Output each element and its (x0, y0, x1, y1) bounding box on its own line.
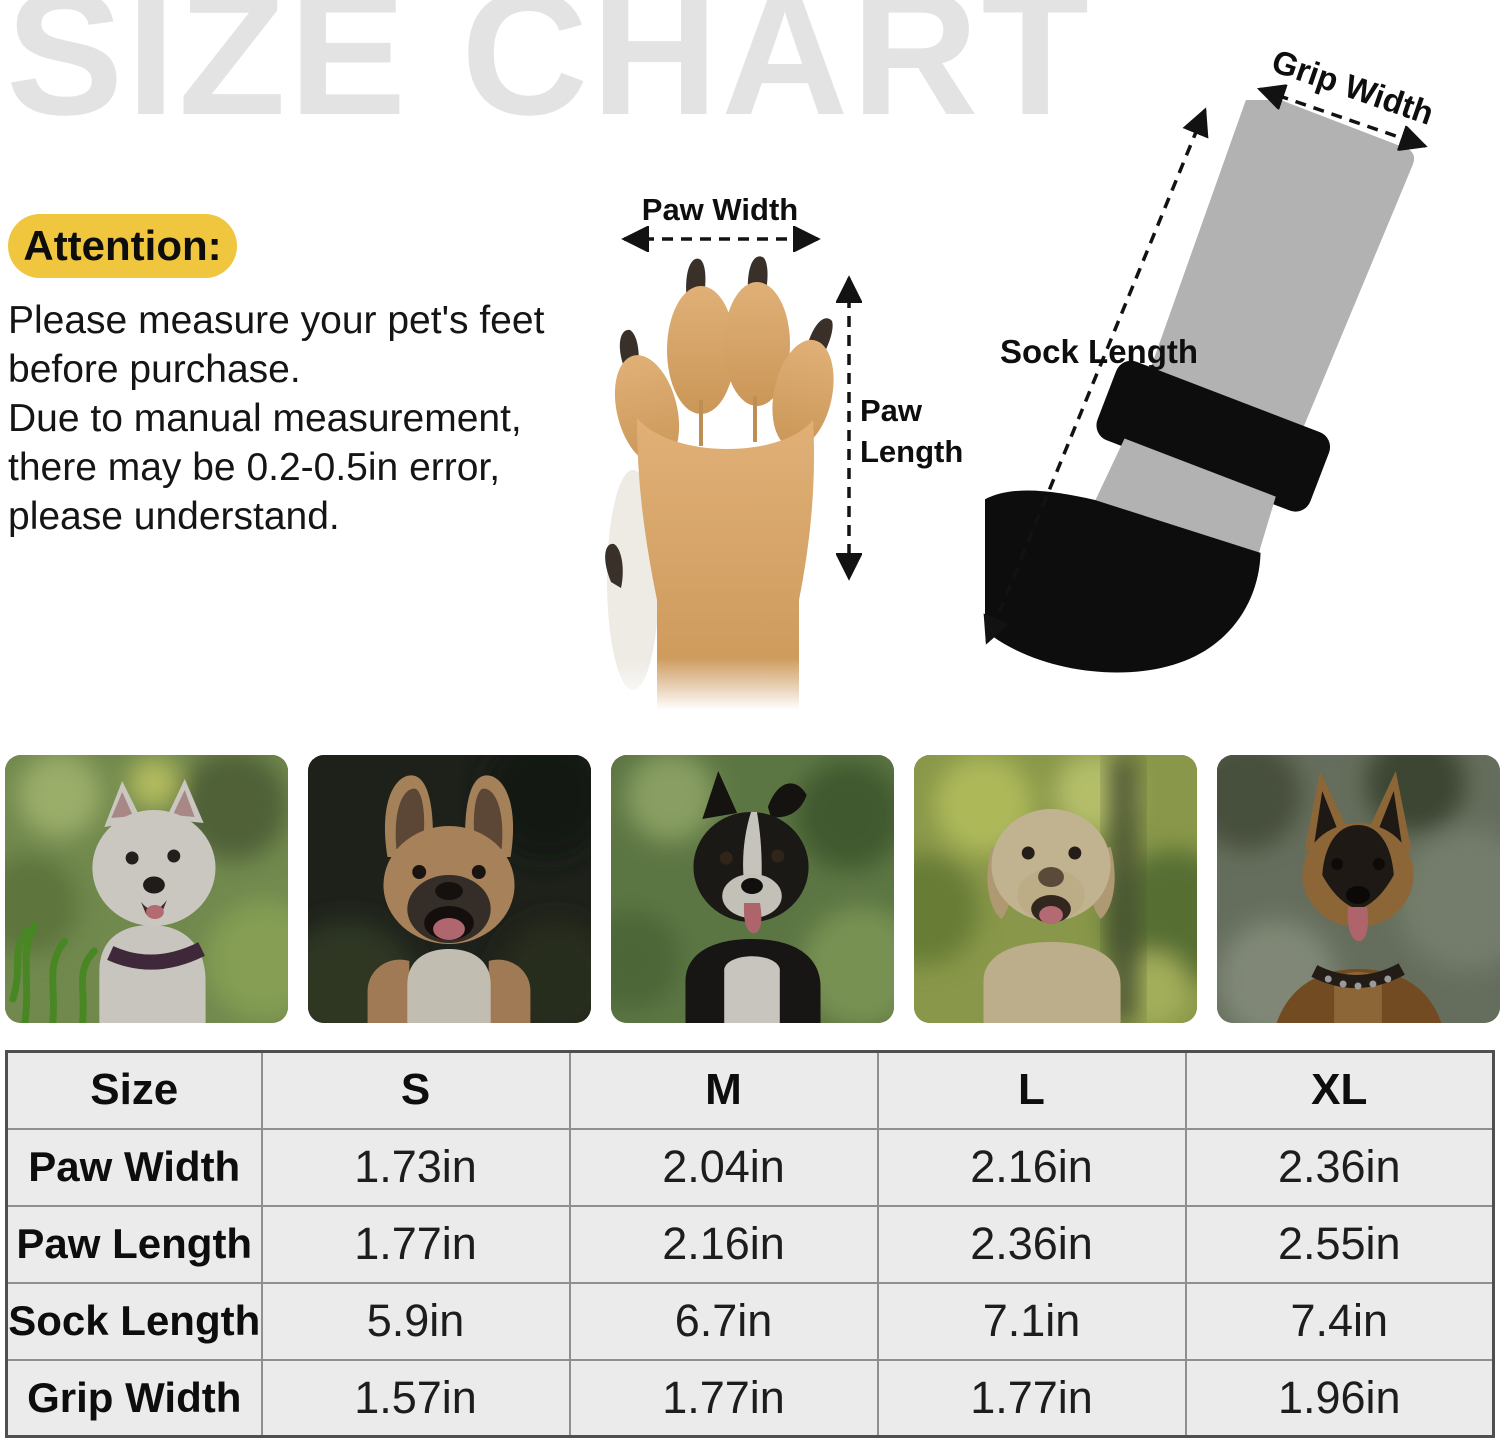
table-cell: 1.57in (260, 1358, 571, 1438)
table-cell: 2.36in (1184, 1127, 1495, 1207)
size-table-header-cell: Size (5, 1050, 263, 1130)
table-row: Sock Length 5.9in 6.7in 7.1in 7.4in (5, 1281, 1495, 1361)
paw-length-label: Paw Length (860, 393, 964, 469)
table-cell: 1.77in (876, 1358, 1187, 1438)
table-cell: 5.9in (260, 1281, 571, 1361)
paw-width-label: Paw Width (641, 192, 799, 227)
table-row: Paw Length 1.77in 2.16in 2.36in 2.55in (5, 1204, 1495, 1284)
paw-leg (637, 418, 815, 710)
size-table-header-cell: XL (1184, 1050, 1495, 1130)
grip-width-callout: Grip Width (1240, 36, 1456, 168)
table-cell: 1.73in (260, 1127, 571, 1207)
table-cell: 2.16in (568, 1204, 879, 1284)
dog-photo-french-bulldog (308, 755, 591, 1023)
table-cell: 1.77in (260, 1204, 571, 1284)
border-collie-illustration (611, 755, 894, 1023)
french-bulldog-illustration (308, 755, 591, 1023)
table-cell: 2.55in (1184, 1204, 1495, 1284)
size-table-header-cell: S (260, 1050, 571, 1130)
attention-text: Please measure your pet's feet before pu… (8, 299, 545, 538)
row-label: Paw Width (5, 1127, 263, 1207)
table-row: Paw Width 1.73in 2.04in 2.16in 2.36in (5, 1127, 1495, 1207)
paw-fade (603, 658, 843, 710)
page-title: SIZE CHART (6, 0, 1092, 152)
size-table-header-cell: M (568, 1050, 879, 1130)
attention-badge: Attention: (8, 214, 237, 278)
row-label: Paw Length (5, 1204, 263, 1284)
table-cell: 2.04in (568, 1127, 879, 1207)
dog-photo-west-highland-terrier (5, 755, 288, 1023)
table-cell: 2.36in (876, 1204, 1187, 1284)
row-label: Sock Length (5, 1281, 263, 1361)
table-row: Grip Width 1.57in 1.77in 1.77in 1.96in (5, 1358, 1495, 1438)
dog-paw-photo (603, 250, 843, 710)
table-cell: 1.77in (568, 1358, 879, 1438)
westie-illustration (5, 755, 288, 1023)
paw-width-arrow-icon (621, 226, 821, 252)
table-cell: 7.1in (876, 1281, 1187, 1361)
toe-separation-lines (699, 396, 757, 446)
size-table-header-cell: L (876, 1050, 1187, 1130)
dog-photo-german-shepherd (1217, 755, 1500, 1023)
table-cell: 6.7in (568, 1281, 879, 1361)
paw-toes (614, 282, 834, 465)
size-table: Size S M L XL Paw Width 1.73in 2.04in 2.… (5, 1050, 1495, 1438)
dog-photo-labrador-retriever (914, 755, 1197, 1023)
grip-width-arrow-icon (1256, 84, 1428, 152)
paw-length-arrow-icon (836, 275, 862, 581)
size-table-header-row: Size S M L XL (5, 1050, 1495, 1130)
german-shepherd-illustration (1217, 755, 1500, 1023)
dog-photo-border-collie (611, 755, 894, 1023)
dog-paw-illustration (603, 256, 843, 710)
table-cell: 1.96in (1184, 1358, 1495, 1438)
labrador-illustration (914, 755, 1197, 1023)
row-label: Grip Width (5, 1358, 263, 1438)
table-cell: 7.4in (1184, 1281, 1495, 1361)
table-cell: 2.16in (876, 1127, 1187, 1207)
sock-length-arrow-icon (983, 107, 1209, 645)
sock-length-label: Sock Length (1000, 333, 1199, 370)
